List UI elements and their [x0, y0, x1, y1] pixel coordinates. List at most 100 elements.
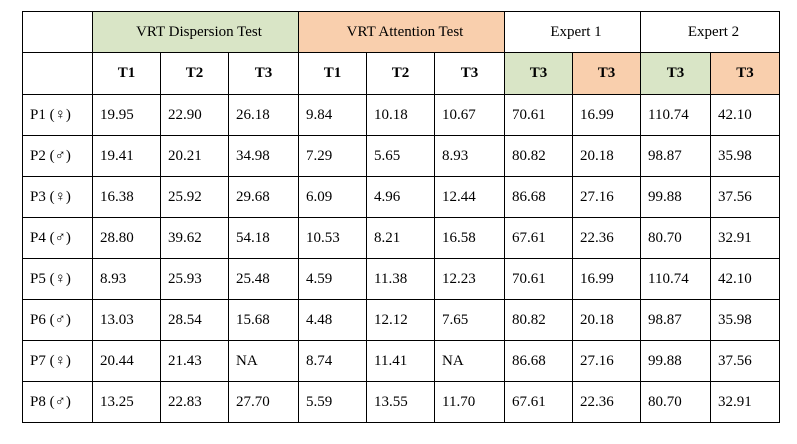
table-cell: 7.65 [434, 299, 505, 341]
table-cell: 80.82 [504, 299, 573, 341]
table-cell: 99.88 [640, 340, 711, 382]
subheader-cell: T3 [504, 52, 573, 95]
table-cell: 4.96 [366, 176, 435, 218]
table-cell: 20.21 [160, 135, 229, 177]
table-cell: 10.67 [434, 94, 505, 136]
table-cell: 5.59 [298, 381, 367, 423]
table-cell: 11.70 [434, 381, 505, 423]
table-cell: 70.61 [504, 94, 573, 136]
table-cell: 80.70 [640, 217, 711, 259]
table-cell: 32.91 [710, 217, 780, 259]
table-cell: 37.56 [710, 340, 780, 382]
table-cell: 35.98 [710, 299, 780, 341]
table-cell: 80.70 [640, 381, 711, 423]
group-vrt-dispersion: VRT Dispersion Test [92, 11, 299, 53]
table-cell: 27.16 [572, 176, 641, 218]
group-expert-1: Expert 1 [504, 11, 641, 53]
table-cell: 20.18 [572, 299, 641, 341]
table-cell: 15.68 [228, 299, 299, 341]
table-cell: 54.18 [228, 217, 299, 259]
subheader-cell: T3 [228, 52, 299, 95]
table-row: P2 (♂) 19.41 20.21 34.98 7.29 5.65 8.93 … [22, 135, 780, 177]
table-cell: 42.10 [710, 94, 780, 136]
table-cell: 8.74 [298, 340, 367, 382]
table-cell: 8.93 [434, 135, 505, 177]
table-cell: 35.98 [710, 135, 780, 177]
results-table: VRT Dispersion Test VRT Attention Test E… [22, 11, 780, 423]
table-cell: 32.91 [710, 381, 780, 423]
row-label: P4 (♂) [22, 217, 93, 259]
table-row: P1 (♀) 19.95 22.90 26.18 9.84 10.18 10.6… [22, 94, 780, 136]
table-cell: 42.10 [710, 258, 780, 300]
group-header-row: VRT Dispersion Test VRT Attention Test E… [22, 11, 780, 53]
table-cell: 98.87 [640, 135, 711, 177]
table-cell: 22.83 [160, 381, 229, 423]
table-cell: 21.43 [160, 340, 229, 382]
table-cell: 26.18 [228, 94, 299, 136]
table-row: P7 (♀) 20.44 21.43 NA 8.74 11.41 NA 86.6… [22, 340, 780, 382]
row-label: P2 (♂) [22, 135, 93, 177]
table-cell: 22.36 [572, 217, 641, 259]
subheader-cell: T3 [572, 52, 641, 95]
table-cell: 10.53 [298, 217, 367, 259]
subheader-cell: T3 [434, 52, 505, 95]
subheader-row: T1 T2 T3 T1 T2 T3 T3 T3 T3 T3 [22, 52, 780, 95]
subheader-cell: T2 [366, 52, 435, 95]
table-cell: 13.55 [366, 381, 435, 423]
table-cell: 16.99 [572, 258, 641, 300]
table-cell: 22.90 [160, 94, 229, 136]
table-cell: 28.80 [92, 217, 161, 259]
table-cell: 4.59 [298, 258, 367, 300]
table-cell: 99.88 [640, 176, 711, 218]
table-row: P6 (♂) 13.03 28.54 15.68 4.48 12.12 7.65… [22, 299, 780, 341]
table-cell: 25.93 [160, 258, 229, 300]
table-cell: 34.98 [228, 135, 299, 177]
table-row: P5 (♀) 8.93 25.93 25.48 4.59 11.38 12.23… [22, 258, 780, 300]
table-cell: 11.41 [366, 340, 435, 382]
table-cell: 110.74 [640, 258, 711, 300]
corner-cell [22, 11, 93, 53]
table-cell: NA [434, 340, 505, 382]
table-cell: 29.68 [228, 176, 299, 218]
table-cell: 67.61 [504, 381, 573, 423]
table-cell: NA [228, 340, 299, 382]
table-cell: 28.54 [160, 299, 229, 341]
row-label: P6 (♂) [22, 299, 93, 341]
subheader-cell: T1 [92, 52, 161, 95]
table-cell: 7.29 [298, 135, 367, 177]
table-cell: 22.36 [572, 381, 641, 423]
table-cell: 11.38 [366, 258, 435, 300]
table-cell: 16.38 [92, 176, 161, 218]
table-cell: 8.21 [366, 217, 435, 259]
table-cell: 12.12 [366, 299, 435, 341]
group-vrt-attention: VRT Attention Test [298, 11, 505, 53]
table-cell: 80.82 [504, 135, 573, 177]
table-cell: 86.68 [504, 176, 573, 218]
table-cell: 20.18 [572, 135, 641, 177]
subheader-cell: T1 [298, 52, 367, 95]
subheader-cell: T3 [710, 52, 780, 95]
table-cell: 25.48 [228, 258, 299, 300]
row-label: P3 (♀) [22, 176, 93, 218]
table-cell: 86.68 [504, 340, 573, 382]
table-cell: 13.03 [92, 299, 161, 341]
table-cell: 37.56 [710, 176, 780, 218]
table-cell: 110.74 [640, 94, 711, 136]
table-cell: 16.99 [572, 94, 641, 136]
table-cell: 5.65 [366, 135, 435, 177]
table-cell: 16.58 [434, 217, 505, 259]
table-cell: 12.44 [434, 176, 505, 218]
group-expert-2: Expert 2 [640, 11, 780, 53]
table-cell: 13.25 [92, 381, 161, 423]
table-cell: 98.87 [640, 299, 711, 341]
table-cell: 10.18 [366, 94, 435, 136]
subheader-cell: T3 [640, 52, 711, 95]
table-cell: 25.92 [160, 176, 229, 218]
table-cell: 27.16 [572, 340, 641, 382]
subheader-blank [22, 52, 93, 95]
table-cell: 27.70 [228, 381, 299, 423]
row-label: P1 (♀) [22, 94, 93, 136]
table-cell: 4.48 [298, 299, 367, 341]
table-row: P3 (♀) 16.38 25.92 29.68 6.09 4.96 12.44… [22, 176, 780, 218]
table-cell: 70.61 [504, 258, 573, 300]
